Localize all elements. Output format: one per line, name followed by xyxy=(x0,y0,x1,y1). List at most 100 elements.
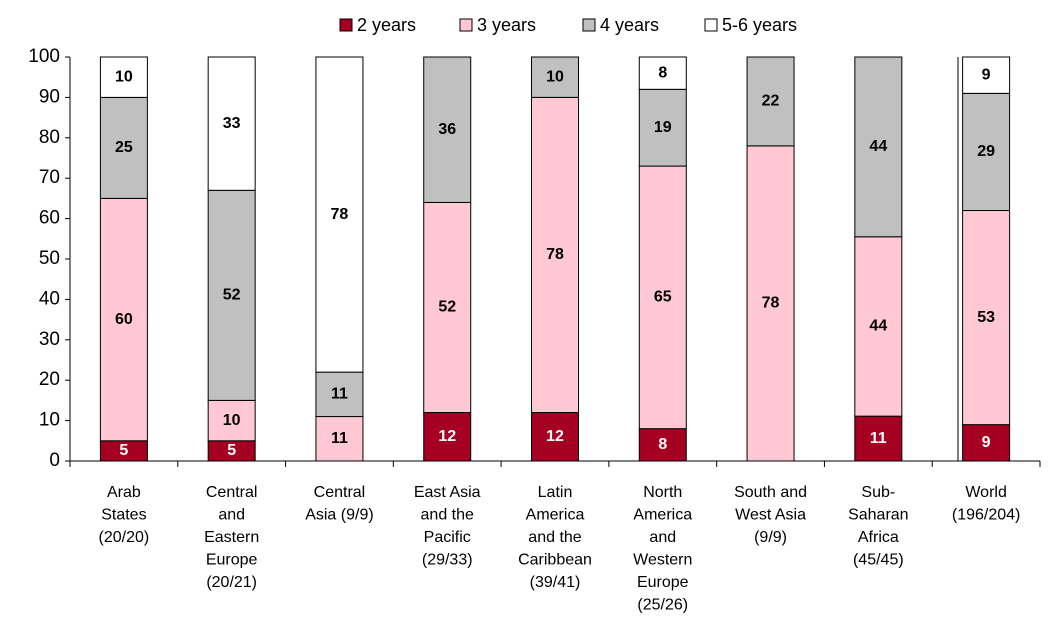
x-tick-label: Pacific xyxy=(424,529,471,546)
bar-segment xyxy=(99,56,148,98)
data-label: 9 xyxy=(982,434,991,451)
x-tick-label: and the xyxy=(528,529,581,546)
x-tick-label: Central xyxy=(314,484,366,501)
y-tick-label: 80 xyxy=(39,127,60,148)
x-tick-label: America xyxy=(526,507,585,524)
y-tick-label: 50 xyxy=(39,248,60,269)
data-label: 11 xyxy=(331,430,348,447)
x-tick-label: North xyxy=(643,484,682,501)
bar-segment xyxy=(315,56,364,373)
data-label: 44 xyxy=(869,318,887,335)
bar-segment xyxy=(746,56,795,147)
bar-segment xyxy=(315,416,364,462)
x-tick-label: (25/26) xyxy=(637,597,688,614)
x-tick-label: (196/204) xyxy=(952,507,1021,524)
data-label: 10 xyxy=(223,412,241,429)
x-tick-label: Saharan xyxy=(848,507,909,524)
data-label: 78 xyxy=(331,206,349,223)
x-tick-label: Eastern xyxy=(204,529,259,546)
x-tick-label: (29/33) xyxy=(422,552,473,569)
x-tick-label: (20/21) xyxy=(206,574,257,591)
x-tick-label: Caribbean xyxy=(518,552,592,569)
y-tick-label: 20 xyxy=(39,369,60,390)
x-tick-label: Western xyxy=(633,552,692,569)
data-label: 52 xyxy=(223,287,241,304)
y-tick-label: 90 xyxy=(39,86,60,107)
x-tick-label: East Asia xyxy=(414,484,481,501)
data-label: 11 xyxy=(331,386,348,403)
bar-segment xyxy=(423,201,472,414)
bar-segment xyxy=(962,56,1011,94)
x-tick-label: States xyxy=(101,507,146,524)
x-tick-label: (9/9) xyxy=(754,529,787,546)
data-label: 65 xyxy=(654,289,672,306)
data-label: 52 xyxy=(438,299,456,316)
data-label: 78 xyxy=(546,246,564,263)
bar-segment xyxy=(531,56,579,98)
x-tick-label: and xyxy=(649,529,676,546)
data-label: 19 xyxy=(654,119,672,136)
legend-swatch xyxy=(459,18,473,32)
data-label: 12 xyxy=(546,428,564,445)
bar-segment xyxy=(962,92,1011,212)
data-label: 22 xyxy=(762,93,780,110)
y-tick-label: 30 xyxy=(39,329,60,350)
data-label: 5 xyxy=(119,442,128,459)
data-label: 8 xyxy=(658,436,667,453)
data-label: 36 xyxy=(438,121,456,138)
legend-label: 3 years xyxy=(477,15,536,35)
bar-segment xyxy=(746,145,795,462)
legend-swatch xyxy=(704,18,718,32)
x-tick-label: South and xyxy=(734,484,807,501)
data-label: 78 xyxy=(762,295,780,312)
x-tick-label: West Asia xyxy=(735,507,806,524)
bar-segment xyxy=(207,189,256,401)
x-tick-label: Asia (9/9) xyxy=(305,507,373,524)
bar-segment xyxy=(638,428,687,462)
data-label: 8 xyxy=(658,64,667,81)
bar-segment xyxy=(423,56,472,203)
bar-segment xyxy=(638,56,687,90)
x-tick-label: Arab xyxy=(107,484,141,501)
data-label: 10 xyxy=(546,68,564,85)
x-tick-label: (39/41) xyxy=(530,574,581,591)
data-label: 9 xyxy=(982,66,991,83)
bar-segment xyxy=(854,56,903,238)
x-tick-label: and xyxy=(218,507,245,524)
data-label: 60 xyxy=(115,311,133,328)
legend-label: 5-6 years xyxy=(722,15,797,35)
legend-label: 2 years xyxy=(357,15,416,35)
bar-segment xyxy=(423,412,472,462)
bar-segment xyxy=(854,415,903,462)
x-tick-label: Europe xyxy=(637,574,689,591)
y-tick-label: 10 xyxy=(39,410,60,431)
data-label: 12 xyxy=(438,428,456,445)
x-tick-label: (20/20) xyxy=(99,529,150,546)
data-label: 33 xyxy=(223,115,241,132)
data-label: 11 xyxy=(870,430,887,447)
y-tick-label: 70 xyxy=(39,167,60,188)
bar-segment xyxy=(99,96,148,199)
legend-swatch xyxy=(582,18,596,32)
y-tick-label: 0 xyxy=(49,450,60,471)
data-label: 25 xyxy=(115,139,133,156)
data-label: 29 xyxy=(977,143,995,160)
x-tick-label: World xyxy=(965,484,1007,501)
bar-segment xyxy=(207,56,256,191)
legend-label: 4 years xyxy=(600,15,659,35)
x-tick-label: Central xyxy=(206,484,258,501)
y-tick-label: 100 xyxy=(28,46,60,67)
legend-swatch xyxy=(339,18,353,32)
data-label: 44 xyxy=(869,138,887,155)
bar-segment xyxy=(531,96,579,414)
data-label: 10 xyxy=(115,68,133,85)
x-tick-label: (45/45) xyxy=(853,552,904,569)
y-tick-label: 60 xyxy=(39,208,60,229)
x-tick-label: Latin xyxy=(538,484,573,501)
data-label: 53 xyxy=(977,309,995,326)
bar-segment xyxy=(99,197,148,442)
y-tick-label: 40 xyxy=(39,288,60,309)
x-tick-label: Africa xyxy=(858,529,899,546)
data-label: 5 xyxy=(227,442,236,459)
